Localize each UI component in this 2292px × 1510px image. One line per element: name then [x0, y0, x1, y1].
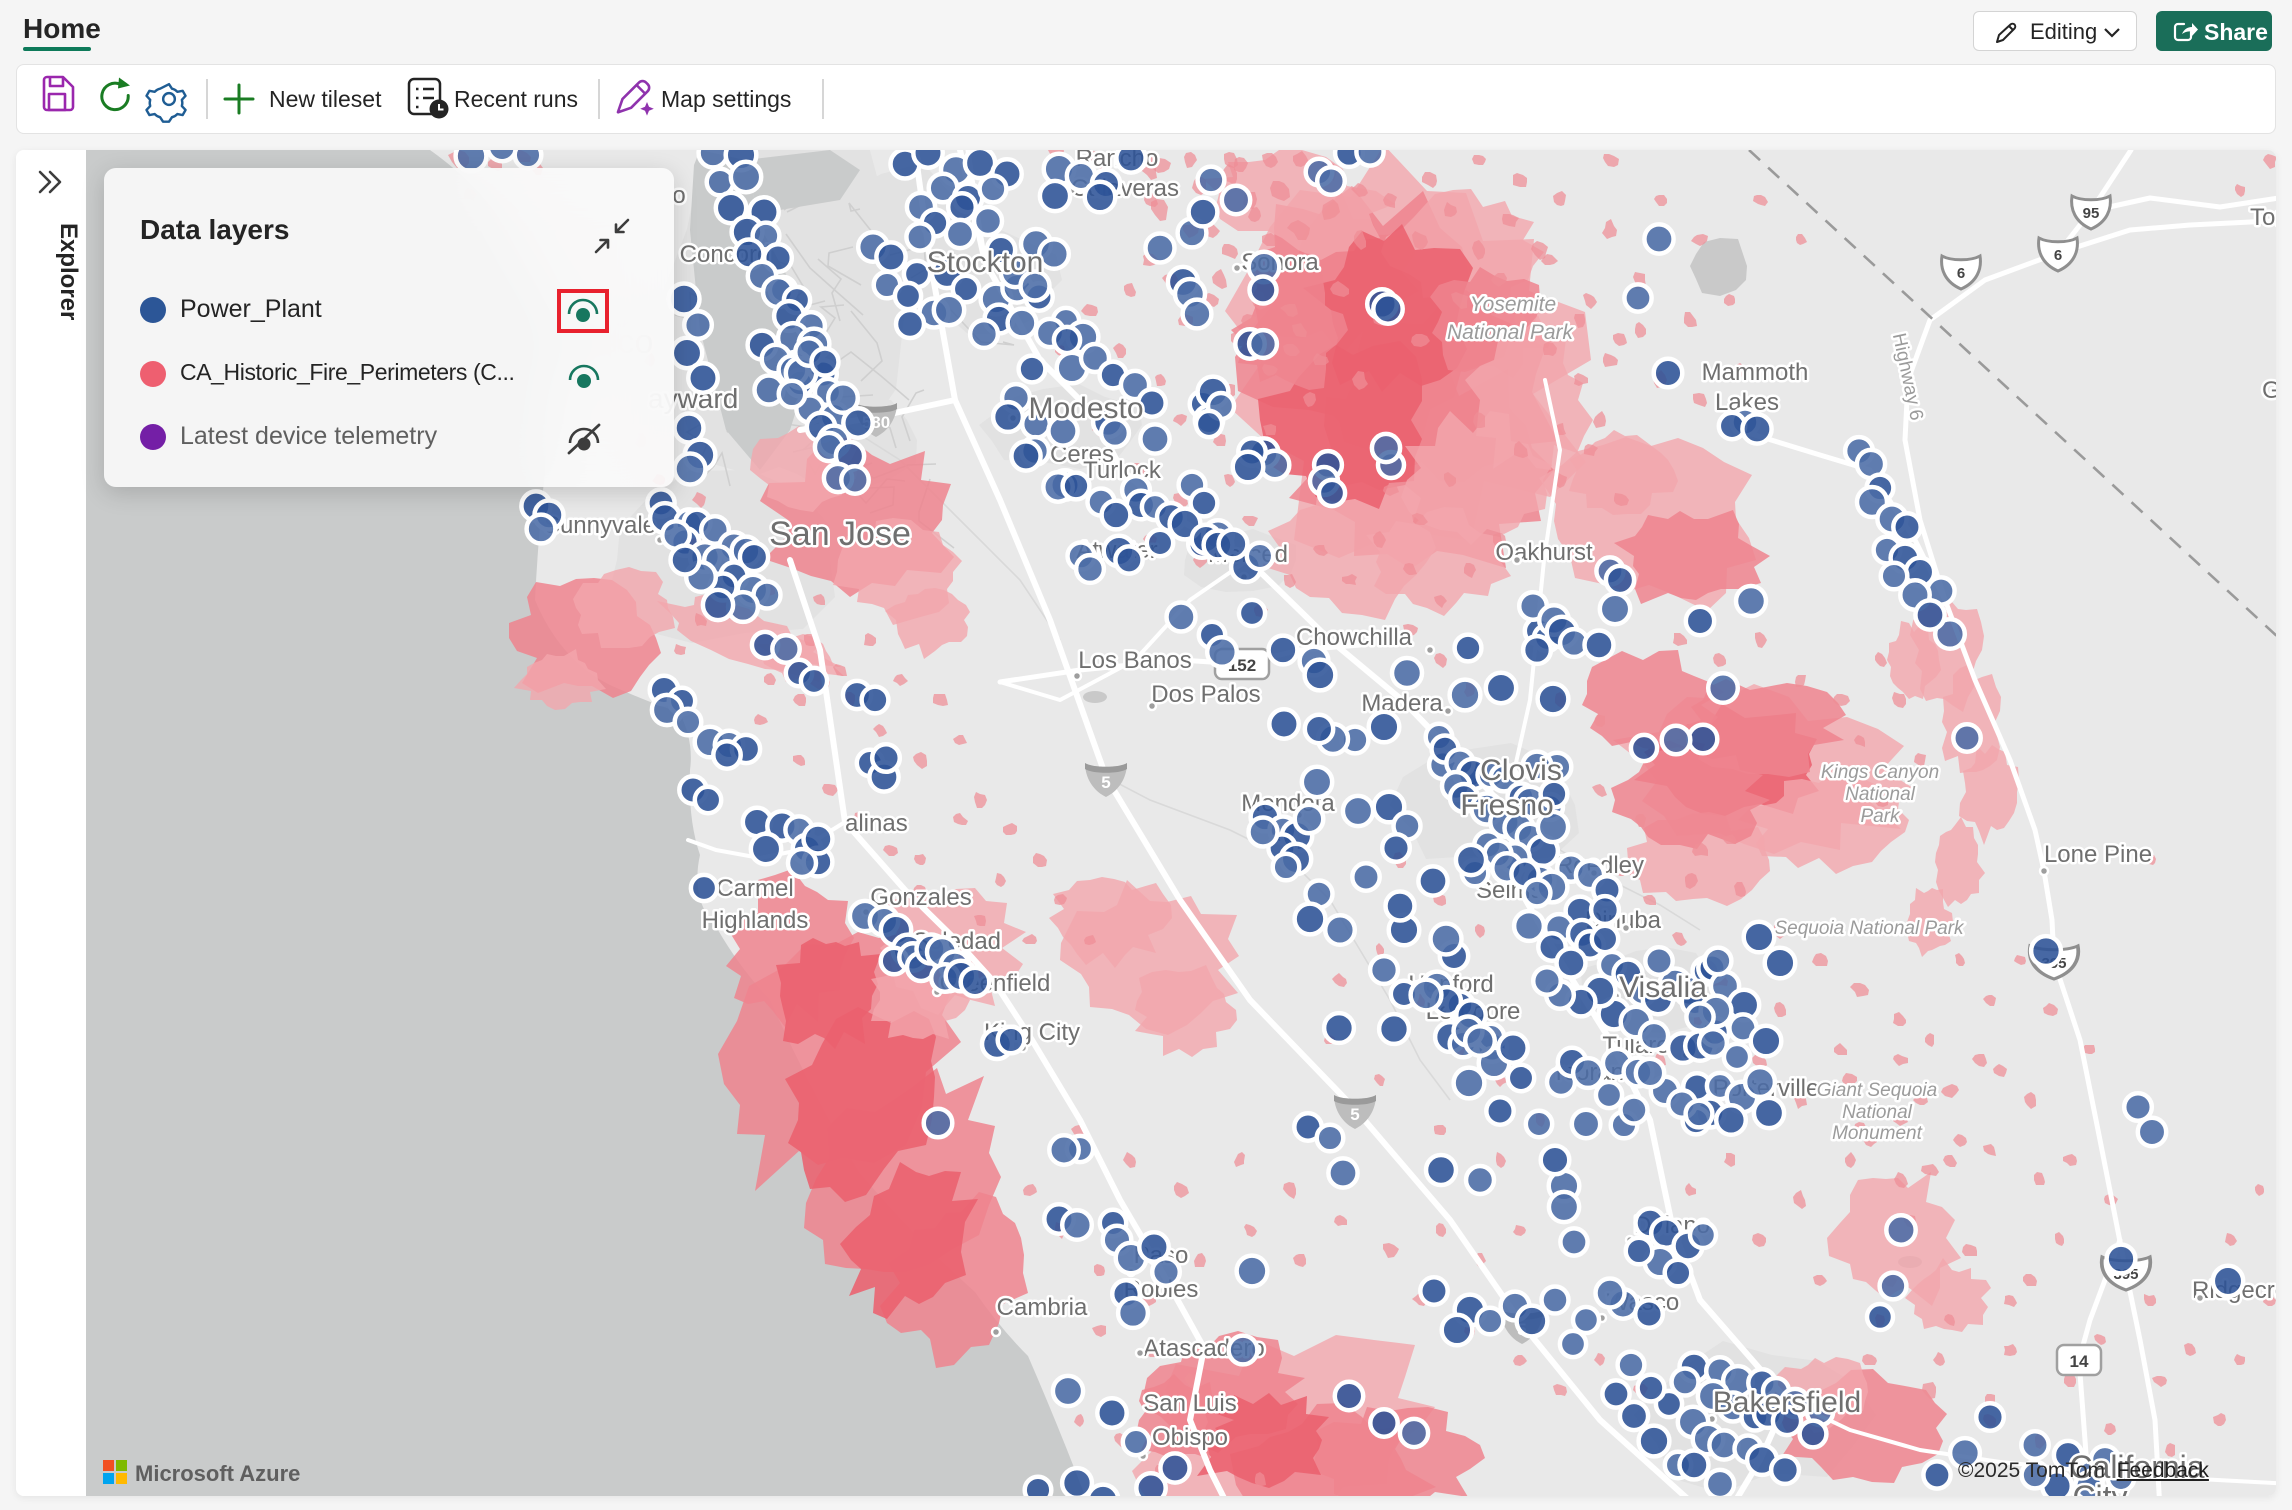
svg-text:Giant Sequoia: Giant Sequoia [1817, 1080, 1937, 1101]
svg-text:Gol: Gol [2262, 377, 2276, 404]
svg-text:Highlands: Highlands [702, 907, 809, 934]
svg-text:Cambria: Cambria [997, 1294, 1088, 1321]
svg-text:Monument: Monument [1832, 1123, 1922, 1144]
svg-text:San Luis: San Luis [1143, 1390, 1236, 1417]
svg-text:Visalia: Visalia [1619, 971, 1707, 1004]
svg-text:Clovis: Clovis [1480, 754, 1562, 787]
svg-text:Park: Park [1860, 806, 1901, 827]
svg-text:5: 5 [1350, 1105, 1359, 1124]
svg-text:San Jose: San Jose [769, 515, 911, 553]
svg-text:Microsoft Azure: Microsoft Azure [135, 1461, 300, 1486]
svg-text:95: 95 [2083, 205, 2100, 222]
svg-text:Kings Canyon: Kings Canyon [1821, 762, 1939, 783]
svg-text:Stockton: Stockton [927, 246, 1044, 279]
svg-text:Los Banos: Los Banos [1078, 647, 1191, 674]
svg-text:5: 5 [1101, 773, 1110, 792]
svg-text:Bakersfield: Bakersfield [1713, 1386, 1861, 1419]
svg-text:Fresno: Fresno [1460, 789, 1553, 822]
svg-text:National Park: National Park [1447, 321, 1575, 344]
svg-text:Turlock: Turlock [1083, 457, 1162, 484]
svg-text:14: 14 [2070, 1352, 2089, 1371]
svg-text:Modesto: Modesto [1028, 392, 1143, 425]
svg-text:Sequoia National Park: Sequoia National Park [1774, 918, 1965, 939]
svg-text:California: California [2069, 1449, 2204, 1485]
svg-text:Obispo: Obispo [1152, 1424, 1228, 1451]
svg-text:Lone Pine: Lone Pine [2044, 841, 2152, 868]
svg-text:Mammoth: Mammoth [1702, 359, 1809, 386]
svg-text:Dos Palos: Dos Palos [1151, 681, 1260, 708]
svg-text:Oakhurst: Oakhurst [1495, 539, 1593, 566]
svg-text:o: o [672, 182, 685, 209]
svg-text:6: 6 [1957, 265, 1965, 282]
svg-text:Tor: Tor [2250, 204, 2276, 231]
svg-text:National: National [1842, 1102, 1912, 1123]
svg-text:National: National [1845, 784, 1915, 805]
svg-text:Gonzales: Gonzales [870, 884, 971, 911]
svg-text:6: 6 [2054, 247, 2062, 264]
svg-text:Yosemite: Yosemite [1470, 293, 1556, 316]
svg-text:Carmel: Carmel [716, 875, 793, 902]
svg-text:City: City [2072, 1479, 2127, 1496]
svg-text:alinas: alinas [845, 810, 908, 837]
